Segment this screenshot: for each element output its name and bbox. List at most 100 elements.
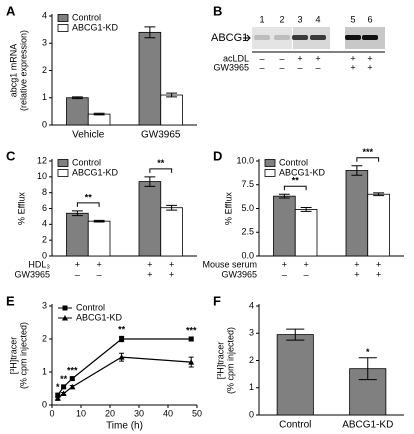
y-tick-label: 6 [42, 203, 47, 213]
y-tick-label: 2 [42, 235, 47, 245]
x-tick-label: Control [279, 420, 311, 431]
bar [367, 193, 390, 257]
x-tick-label: 30 [134, 408, 144, 418]
annotation: ** [118, 325, 126, 335]
y-tick-label: 3 [249, 328, 254, 338]
bar [138, 181, 162, 257]
legend-label: Control [72, 12, 101, 22]
y-axis-label: (relative expression) [18, 30, 28, 111]
significance-label: ** [85, 192, 93, 202]
lane-number: 4 [315, 14, 320, 24]
marker [188, 336, 194, 342]
condition-mark: – [75, 269, 80, 279]
y-axis-label: (% cpm injected) [225, 327, 235, 394]
condition-mark: + [96, 259, 101, 269]
y-tick-label: 7.5 [241, 179, 254, 189]
blot-band [362, 35, 378, 40]
significance-bracket [76, 202, 100, 207]
y-tick-label: 4 [42, 219, 47, 229]
marker [118, 354, 125, 360]
error-bar [166, 92, 178, 98]
condition-mark: – [279, 53, 284, 63]
annotation: *** [67, 366, 78, 376]
marker [54, 395, 61, 401]
legend-label: Control [72, 157, 101, 167]
y-tick-label: 0 [42, 399, 47, 409]
marker [55, 392, 61, 398]
legend-swatch [264, 159, 276, 167]
condition-mark: + [297, 53, 302, 63]
x-tick-label: 50 [192, 408, 202, 418]
y-axis-label: [³H]tracer [8, 337, 18, 375]
error-bar [373, 192, 385, 197]
x-tick-label: 20 [105, 408, 115, 418]
significance-label: ** [292, 176, 300, 186]
legend-label: Control [76, 302, 105, 312]
y-tick-label: 12 [37, 155, 47, 165]
condition-mark: – [297, 62, 302, 72]
panel-label: C [6, 148, 16, 163]
y-axis-label: (% cpm injected) [18, 322, 28, 389]
y-tick-label: 0.0 [241, 250, 254, 260]
series-line [57, 356, 192, 399]
y-tick-label: 0 [42, 250, 47, 260]
row-label: GW3965 [221, 269, 257, 279]
bar [66, 212, 89, 257]
y-tick-label: 1 [42, 92, 47, 102]
lane-number: 2 [279, 14, 284, 24]
condition-mark: + [169, 269, 174, 279]
annotation: * [56, 382, 60, 392]
marker [119, 336, 125, 342]
legend-label: ABCG1-KD [279, 167, 326, 177]
condition-mark: + [367, 53, 372, 63]
x-tick-label: 10 [76, 408, 86, 418]
marker [62, 315, 68, 321]
condition-mark: – [259, 53, 264, 63]
error-bar [71, 96, 83, 100]
condition-mark: + [354, 269, 359, 279]
blot-image [252, 27, 292, 49]
y-axis-label: [³H]tracer [215, 342, 225, 380]
condition-mark: – [279, 62, 284, 72]
y-tick-label: 5.0 [241, 203, 254, 213]
panel-label: B [213, 3, 222, 18]
error-bar [144, 26, 156, 39]
error-bar [300, 207, 312, 212]
legend-swatch [264, 169, 276, 177]
condition-mark: + [354, 259, 359, 269]
condition-mark: + [147, 269, 152, 279]
condition-mark: + [376, 269, 381, 279]
significance-bracket [149, 168, 173, 173]
condition-mark: + [282, 259, 287, 269]
legend-label: ABCG1-KD [72, 22, 119, 32]
y-tick-label: 0 [42, 119, 47, 129]
blot-band [345, 35, 361, 40]
x-tick-label: GW3965 [141, 130, 181, 141]
y-tick-label: 1 [42, 366, 47, 376]
y-tick-label: 10 [37, 171, 47, 181]
condition-mark: + [376, 259, 381, 269]
y-tick-label: 1 [249, 382, 254, 392]
lane-number: 1 [259, 14, 264, 24]
annotation: ** [60, 374, 68, 384]
x-tick-label: ABCG1-KD [342, 420, 393, 431]
row-label: Mouse serum [202, 259, 257, 269]
marker [62, 305, 68, 311]
x-axis-label: Time (h) [106, 421, 143, 432]
legend-label: Control [279, 157, 308, 167]
condition-mark: + [350, 62, 355, 72]
lane-number: 3 [297, 14, 302, 24]
bar [273, 195, 296, 257]
significance-label: *** [362, 147, 373, 157]
condition-mark: + [75, 259, 80, 269]
series-line [57, 338, 192, 396]
y-axis-label: % Efflux [16, 192, 26, 225]
row-label: HDL₃ [28, 259, 50, 269]
error-bar [278, 193, 290, 199]
blot-band [274, 35, 290, 40]
bar [87, 220, 111, 257]
